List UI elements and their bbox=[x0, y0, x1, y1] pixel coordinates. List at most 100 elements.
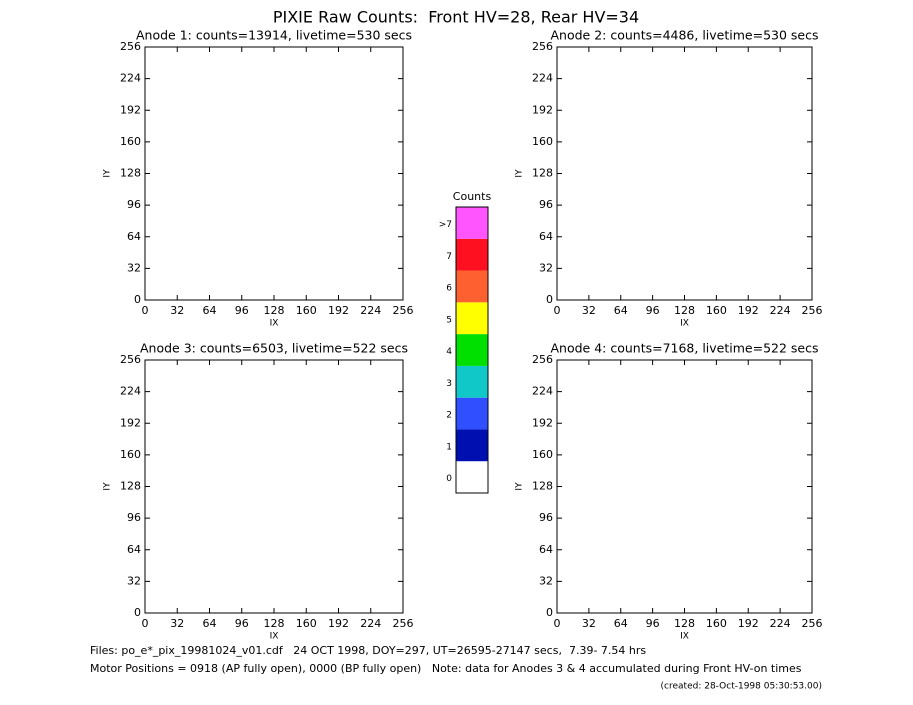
y-tick-label: 64 bbox=[127, 230, 141, 243]
panel-title: Anode 3: counts=6503, livetime=522 secs bbox=[140, 341, 408, 356]
x-tick-label: 128 bbox=[264, 617, 285, 630]
x-axis-label: IX bbox=[680, 632, 689, 642]
x-tick-label: 32 bbox=[170, 304, 184, 317]
colorbar-swatch bbox=[456, 270, 488, 303]
colorbar-label: 0 bbox=[446, 474, 452, 484]
y-tick-label: 160 bbox=[532, 135, 553, 148]
colorbar-swatch bbox=[456, 461, 488, 493]
x-tick-label: 64 bbox=[614, 617, 628, 630]
x-tick-label: 224 bbox=[770, 617, 791, 630]
y-tick-label: 96 bbox=[539, 511, 553, 524]
y-axis-label: IY bbox=[515, 169, 525, 178]
y-tick-label: 192 bbox=[120, 103, 141, 116]
y-tick-label: 64 bbox=[539, 543, 553, 556]
x-axis-label: IX bbox=[680, 319, 689, 329]
colorbar-label: 5 bbox=[446, 315, 452, 325]
y-tick-label: 160 bbox=[532, 448, 553, 461]
x-tick-label: 128 bbox=[674, 617, 695, 630]
x-tick-label: 0 bbox=[142, 304, 149, 317]
x-tick-label: 160 bbox=[706, 617, 727, 630]
x-tick-label: 96 bbox=[235, 617, 249, 630]
x-tick-label: 0 bbox=[142, 617, 149, 630]
x-tick-label: 64 bbox=[203, 617, 217, 630]
x-axis-label: IX bbox=[270, 632, 279, 642]
x-tick-label: 256 bbox=[393, 617, 414, 630]
y-tick-label: 192 bbox=[120, 416, 141, 429]
panel-title: Anode 1: counts=13914, livetime=530 secs bbox=[136, 28, 412, 43]
created-note: (created: 28-Oct-1998 05:30:53.00) bbox=[661, 682, 822, 692]
x-tick-label: 96 bbox=[646, 617, 660, 630]
y-axis-label: IY bbox=[103, 169, 113, 178]
y-tick-label: 256 bbox=[120, 40, 141, 53]
panel-title: Anode 2: counts=4486, livetime=530 secs bbox=[550, 28, 818, 43]
colorbar-swatch bbox=[456, 302, 488, 335]
x-tick-label: 224 bbox=[360, 617, 381, 630]
colorbar-label: 2 bbox=[446, 411, 452, 421]
y-tick-label: 256 bbox=[532, 40, 553, 53]
y-tick-label: 192 bbox=[532, 416, 553, 429]
y-tick-label: 32 bbox=[539, 574, 553, 587]
y-tick-label: 128 bbox=[532, 167, 553, 180]
y-tick-label: 0 bbox=[134, 293, 141, 306]
y-tick-label: 0 bbox=[134, 606, 141, 619]
y-tick-label: 32 bbox=[539, 261, 553, 274]
x-axis-label: IX bbox=[270, 319, 279, 329]
colorbar-frame bbox=[455, 206, 489, 494]
colorbar-swatch bbox=[456, 365, 488, 398]
y-tick-label: 32 bbox=[127, 261, 141, 274]
y-tick-label: 256 bbox=[532, 353, 553, 366]
x-tick-label: 192 bbox=[738, 617, 759, 630]
x-tick-label: 224 bbox=[770, 304, 791, 317]
y-tick-label: 192 bbox=[532, 103, 553, 116]
x-tick-label: 256 bbox=[393, 304, 414, 317]
plot-frame bbox=[144, 46, 404, 301]
panel-title: Anode 4: counts=7168, livetime=522 secs bbox=[550, 341, 818, 356]
colorbar-label: 3 bbox=[446, 379, 452, 389]
colorbar-label: 4 bbox=[446, 347, 452, 357]
y-tick-label: 96 bbox=[127, 511, 141, 524]
y-tick-label: 160 bbox=[120, 448, 141, 461]
y-tick-label: 224 bbox=[120, 385, 141, 398]
x-tick-label: 128 bbox=[264, 304, 285, 317]
x-tick-label: 192 bbox=[738, 304, 759, 317]
x-tick-label: 96 bbox=[646, 304, 660, 317]
y-axis-label: IY bbox=[515, 482, 525, 491]
y-tick-label: 224 bbox=[120, 72, 141, 85]
colorbar-swatch bbox=[456, 238, 488, 271]
plot-frame bbox=[556, 46, 813, 301]
x-tick-label: 128 bbox=[674, 304, 695, 317]
y-tick-label: 128 bbox=[532, 480, 553, 493]
x-tick-label: 224 bbox=[360, 304, 381, 317]
x-tick-label: 192 bbox=[328, 617, 349, 630]
colorbar-label: 7 bbox=[446, 252, 452, 262]
plot-frame bbox=[556, 359, 813, 614]
x-tick-label: 0 bbox=[554, 617, 561, 630]
footer-line: Motor Positions = 0918 (AP fully open), … bbox=[90, 662, 802, 675]
x-tick-label: 160 bbox=[296, 304, 317, 317]
y-tick-label: 32 bbox=[127, 574, 141, 587]
y-tick-label: 64 bbox=[127, 543, 141, 556]
y-tick-label: 96 bbox=[539, 198, 553, 211]
x-tick-label: 32 bbox=[582, 617, 596, 630]
x-tick-label: 160 bbox=[706, 304, 727, 317]
y-axis-label: IY bbox=[103, 482, 113, 491]
colorbar-swatch bbox=[456, 207, 488, 239]
colorbar-swatch bbox=[456, 397, 488, 430]
colorbar-label: 6 bbox=[446, 284, 452, 294]
y-tick-label: 0 bbox=[546, 606, 553, 619]
x-tick-label: 0 bbox=[554, 304, 561, 317]
x-tick-label: 64 bbox=[614, 304, 628, 317]
colorbar-label: >7 bbox=[439, 220, 452, 230]
x-tick-label: 96 bbox=[235, 304, 249, 317]
figure-title: PIXIE Raw Counts: Front HV=28, Rear HV=3… bbox=[273, 8, 639, 27]
colorbar-title: Counts bbox=[453, 190, 492, 203]
x-tick-label: 32 bbox=[170, 617, 184, 630]
y-tick-label: 96 bbox=[127, 198, 141, 211]
x-tick-label: 64 bbox=[203, 304, 217, 317]
colorbar-swatch bbox=[456, 334, 488, 366]
y-tick-label: 0 bbox=[546, 293, 553, 306]
y-tick-label: 160 bbox=[120, 135, 141, 148]
y-tick-label: 224 bbox=[532, 385, 553, 398]
x-tick-label: 256 bbox=[802, 304, 823, 317]
